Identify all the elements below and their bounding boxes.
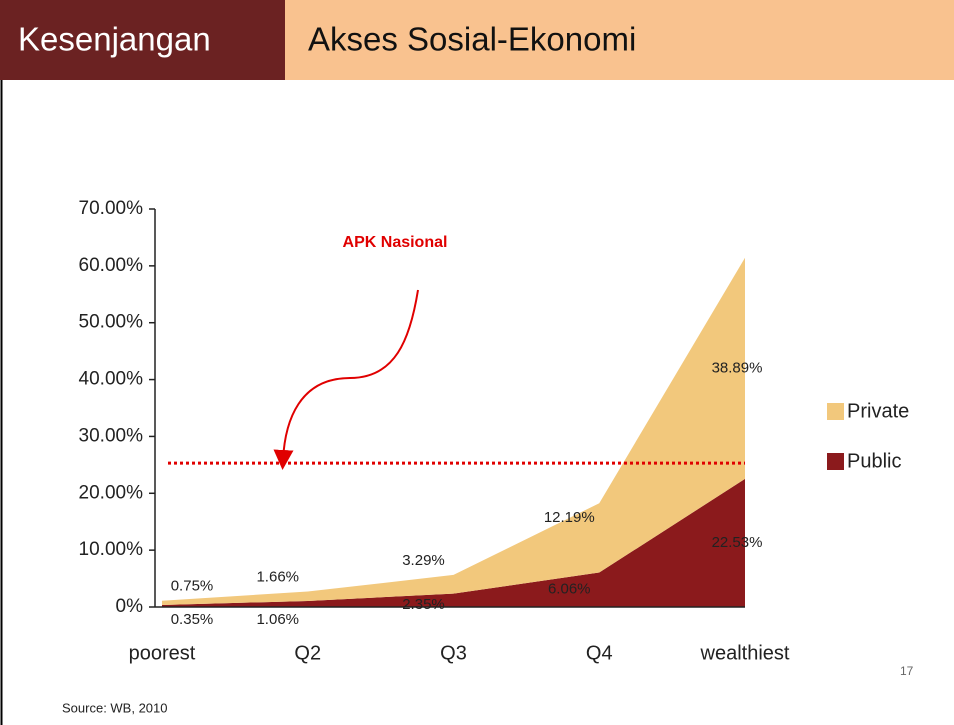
legend-swatch (827, 453, 844, 470)
y-tick-label: 10.00% (79, 539, 144, 560)
data-label: 1.66% (256, 569, 299, 586)
header-title-box (285, 0, 954, 80)
y-tick-label: 60.00% (79, 255, 144, 276)
y-tick-label: 30.00% (79, 425, 144, 446)
reference-label: APK Nasional (343, 234, 448, 251)
header-label-box (0, 0, 285, 80)
legend-label: Private (847, 400, 909, 422)
legend-swatch (827, 403, 844, 420)
header-title: Akses Sosial-Ekonomi (308, 21, 636, 58)
y-tick-label: 20.00% (79, 482, 144, 503)
area (162, 478, 745, 607)
data-label: 0.75% (171, 578, 214, 595)
legend-label: Public (847, 450, 901, 472)
x-tick-label: Q3 (440, 642, 467, 664)
x-tick-label: wealthiest (700, 642, 790, 664)
data-label: 22.53% (712, 534, 763, 551)
data-label: 1.06% (256, 611, 299, 628)
data-label: 3.29% (402, 552, 445, 569)
x-tick-label: Q4 (586, 642, 613, 664)
annotation-arrow (273, 289, 419, 470)
header-label: Kesenjangan (18, 21, 211, 58)
page-number: 17 (900, 664, 914, 678)
x-tick-label: poorest (129, 642, 196, 664)
x-tick-label: Q2 (294, 642, 321, 664)
area (162, 257, 745, 606)
y-tick-label: 50.00% (79, 312, 144, 333)
data-label: 12.19% (544, 509, 595, 526)
y-tick-label: 70.00% (79, 198, 144, 219)
y-tick-label: 40.00% (79, 369, 144, 390)
data-label: 2.35% (402, 596, 445, 613)
source: Source: WB, 2010 (62, 700, 168, 715)
data-label: 38.89% (712, 359, 763, 376)
y-tick-label: 0% (116, 596, 144, 617)
data-label: 0.35% (171, 611, 214, 628)
data-label: 6.06% (548, 581, 591, 598)
